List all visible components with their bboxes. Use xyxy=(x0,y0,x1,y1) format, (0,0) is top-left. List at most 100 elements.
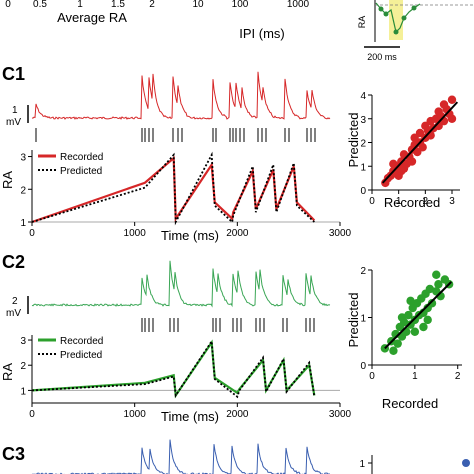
scale-value-c1: 1 xyxy=(12,105,18,116)
scatter-ylabel-c1: Predicted xyxy=(346,113,361,168)
scatter-point xyxy=(404,310,413,320)
scale-value-c2: 2 xyxy=(12,296,18,307)
top-right-ticks: 10 100 1000 xyxy=(192,0,309,10)
top-left-tick-label: 1.5 xyxy=(111,0,125,10)
y-tick-label: 2 xyxy=(20,185,26,196)
x-tick-label: 1 xyxy=(396,196,402,207)
scatter-point xyxy=(427,299,437,308)
scatter-point xyxy=(425,284,435,294)
scatter-point xyxy=(407,157,417,166)
panel-label-c3: C3 xyxy=(2,444,25,464)
voltage-trace-c2 xyxy=(31,260,331,308)
spike-raster-c1 xyxy=(35,128,316,142)
x-tick-label: 3000 xyxy=(329,228,352,239)
inset-dot xyxy=(393,29,399,35)
top-right-tick-label: 100 xyxy=(232,0,249,10)
ra-xlabel-c1: Time (ms) xyxy=(161,228,219,243)
panel-c2: C2 2 mV 0 1000 2000 3000 1 2 3 RA Time (ms) Re… xyxy=(0,252,462,424)
inset-highlight xyxy=(389,0,403,40)
scatter-point xyxy=(432,270,441,279)
top-left-xlabel: Average RA xyxy=(57,10,127,25)
series-predicted-line xyxy=(31,338,316,399)
scatter-point xyxy=(439,100,449,109)
x-tick-label: 2000 xyxy=(226,228,249,239)
top-right-xlabel: IPI (ms) xyxy=(239,26,285,41)
y-tick-label: 0 xyxy=(360,186,366,197)
inset-dots xyxy=(378,5,417,35)
top-left-ticks: 0 0.5 1 1.5 2 xyxy=(5,0,155,10)
scatter-ylabel-c2: Predicted xyxy=(346,293,361,348)
y-tick-label: 1 xyxy=(360,314,366,325)
inset-scale-label: 200 ms xyxy=(367,52,397,62)
y-tick-label: 3 xyxy=(360,115,366,126)
scatter-point xyxy=(397,166,406,176)
x-tick-label: 1000 xyxy=(124,228,147,239)
y-tick-label: 3 xyxy=(20,153,26,164)
scatter-c1: 0 1 2 3 0 1 2 3 4 xyxy=(360,91,460,207)
scatter-point xyxy=(434,280,443,289)
legend-predicted-c1: Predicted xyxy=(60,166,102,177)
legend-c2: Recorded Predicted xyxy=(38,336,103,361)
x-tick-label: 1 xyxy=(412,371,418,382)
ra-xlabel-c2: Time (ms) xyxy=(161,409,219,424)
voltage-trace-c3 xyxy=(31,439,331,474)
top-left-tick-label: 0 xyxy=(5,0,11,10)
scatter-xlabel-c1: Recorded xyxy=(384,195,440,210)
inset-dot xyxy=(383,11,389,17)
scale-unit-c2: mV xyxy=(6,308,21,319)
scatter-point xyxy=(419,322,428,332)
ra-plot-c1: 0 1000 2000 3000 1 2 3 xyxy=(20,150,352,239)
legend-recorded-c1: Recorded xyxy=(60,152,103,163)
x-tick-label: 2 xyxy=(455,371,461,382)
y-tick-label: 3 xyxy=(20,336,26,347)
panel-c1: C1 1 mV 0 1000 2000 3000 1 2 3 RA Time (ms) Re… xyxy=(0,64,460,243)
panel-label-c2: C2 xyxy=(2,252,25,272)
scatter-point xyxy=(410,133,419,142)
legend-recorded-c2: Recorded xyxy=(60,336,103,347)
fit-line xyxy=(384,281,452,350)
y-tick-label: 2 xyxy=(360,266,366,277)
y-tick-label: 1 xyxy=(20,218,26,229)
spike-raster-c2 xyxy=(141,318,315,332)
scatter-point xyxy=(447,114,457,123)
series-predicted-line xyxy=(31,151,315,226)
ra-ylabel-c1: RA xyxy=(0,171,15,189)
x-tick-label: 3 xyxy=(449,196,455,207)
panel-label-c1: C1 xyxy=(2,64,25,84)
x-tick-label: 2 xyxy=(423,196,429,207)
top-right-tick-label: 10 xyxy=(192,0,204,10)
y-tick-label: 0 xyxy=(360,361,366,372)
scatter-point xyxy=(423,315,432,325)
x-tick-label: 0 xyxy=(29,409,35,420)
x-tick-label: 1000 xyxy=(124,409,147,420)
inset-ylabel: RA xyxy=(357,16,367,29)
legend-predicted-c2: Predicted xyxy=(60,350,102,361)
top-left-tick-label: 1 xyxy=(77,0,83,10)
top-strip: 0 0.5 1 1.5 2 Average RA 10 100 1000 IPI (ms) … xyxy=(5,0,474,62)
top-left-tick-label: 0.5 xyxy=(33,0,47,10)
fit-line xyxy=(381,101,459,184)
scatter-point xyxy=(389,159,398,169)
inset-trace xyxy=(375,2,421,34)
x-tick-label: 3000 xyxy=(329,409,352,420)
scatter-point xyxy=(447,95,457,104)
y-tick-label: 2 xyxy=(360,139,366,150)
scatter-xlabel-c2: Recorded xyxy=(382,396,438,411)
inset-dot xyxy=(378,6,384,12)
scatter-ytick-label-c3: 1 xyxy=(359,459,365,470)
inset-dot xyxy=(401,15,407,21)
legend-c1: Recorded Predicted xyxy=(38,152,103,177)
x-tick-label: 0 xyxy=(369,371,375,382)
scatter-point xyxy=(397,313,407,322)
scatter-point xyxy=(406,296,415,306)
ra-plot-c2: 0 1000 2000 3000 1 2 3 xyxy=(20,335,352,420)
x-tick-label: 0 xyxy=(369,196,375,207)
scatter-point xyxy=(418,143,427,152)
top-right-tick-label: 1000 xyxy=(287,0,310,10)
x-tick-label: 0 xyxy=(29,228,35,239)
scale-unit-c1: mV xyxy=(6,117,21,128)
y-tick-label: 2 xyxy=(20,361,26,372)
ra-ylabel-c2: RA xyxy=(0,363,15,381)
scatter-point xyxy=(393,339,402,348)
